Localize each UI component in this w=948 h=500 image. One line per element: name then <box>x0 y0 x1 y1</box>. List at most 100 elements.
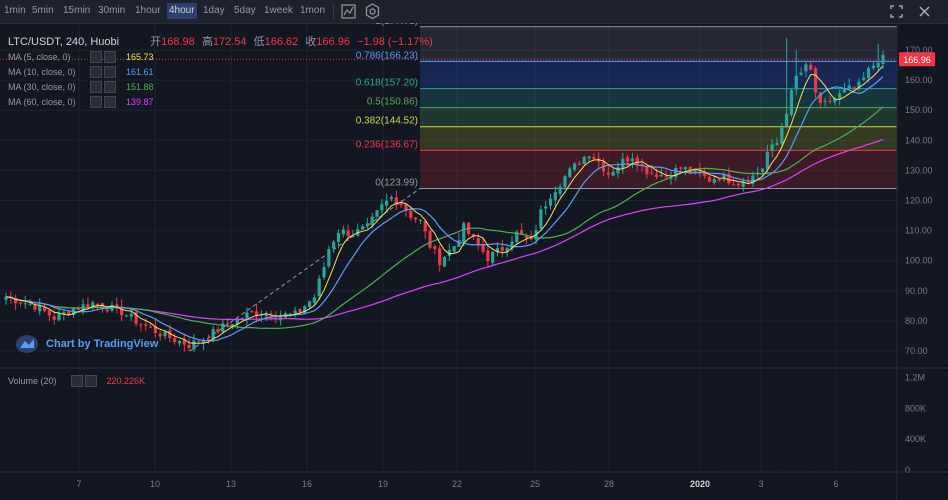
candle-body <box>799 72 803 75</box>
timeframe-1min[interactable]: 1min <box>4 5 26 16</box>
timeframe-30min[interactable]: 30min <box>98 5 126 16</box>
eye-icon[interactable] <box>90 80 102 93</box>
price-axis-label: 150.00 <box>905 105 933 115</box>
candle-body <box>221 323 225 333</box>
close-icon[interactable] <box>104 65 116 78</box>
candle-body <box>173 338 177 342</box>
open-label: 开 <box>150 36 162 48</box>
candle-body <box>495 248 500 253</box>
volume-axis-label: 0 <box>905 465 910 475</box>
symbol-label: LTC/USDT, 240, Huobi <box>8 36 120 48</box>
close-value: 166.96 <box>316 36 350 48</box>
candle-body <box>298 309 302 312</box>
close-icon[interactable] <box>104 80 116 93</box>
candle-body <box>100 303 104 309</box>
candle-body <box>519 230 524 235</box>
candle-body <box>698 169 702 174</box>
time-axis-label: 19 <box>378 479 388 489</box>
time-axis-label: 25 <box>530 479 540 489</box>
timeframe-5min[interactable]: 5min <box>32 5 54 16</box>
fib-zone <box>420 107 897 127</box>
candle-body <box>654 174 659 177</box>
candle-body <box>423 220 427 232</box>
candle-body <box>548 198 553 206</box>
candle-body <box>500 247 504 251</box>
candle-body <box>148 326 153 328</box>
close-icon[interactable] <box>915 2 934 21</box>
time-axis-label: 28 <box>604 479 614 489</box>
candle-body <box>447 249 451 257</box>
close-icon[interactable] <box>104 50 116 63</box>
candle-body <box>760 168 765 172</box>
candle-body <box>134 312 138 324</box>
candle-body <box>679 167 683 169</box>
candle-body <box>780 127 784 144</box>
candle-body <box>818 92 822 104</box>
fib-zone <box>420 61 897 89</box>
candle-body <box>741 182 745 187</box>
time-axis-label: 16 <box>302 479 312 489</box>
candle-body <box>153 326 157 334</box>
timeframe-1week[interactable]: 1week <box>264 5 293 16</box>
candle-body <box>226 323 230 325</box>
candle-body <box>336 232 341 243</box>
price-axis-label: 160.00 <box>905 75 933 85</box>
candle-body <box>813 68 818 93</box>
price-axis-label: 140.00 <box>905 135 933 145</box>
candle-body <box>650 172 654 174</box>
ma-10-row: MA (10, close, 0) 161.61 <box>8 65 154 79</box>
timeframe-15min[interactable]: 15min <box>63 5 91 16</box>
candle-body <box>418 219 423 221</box>
time-axis-label: 7 <box>76 479 81 489</box>
candle-body <box>269 314 273 318</box>
fullscreen-icon[interactable] <box>887 2 906 21</box>
eye-icon[interactable] <box>90 65 102 78</box>
eye-icon[interactable] <box>90 50 102 63</box>
candle-body <box>751 175 755 184</box>
candle-body <box>746 182 750 184</box>
chart-canvas[interactable]: 1(177.73) 0.786(166.23) 0.618(157.20) 0.5(1… <box>0 23 948 500</box>
time-axis-label: 22 <box>452 479 462 489</box>
fib-zone <box>420 88 897 108</box>
candle-body <box>765 152 769 170</box>
volume-value: 220.226K <box>106 376 146 387</box>
timeframe-1mon[interactable]: 1mon <box>300 5 326 16</box>
candle-body <box>577 163 582 165</box>
timeframe-5day[interactable]: 5day <box>234 5 256 16</box>
candle-body <box>457 240 461 247</box>
candle-body <box>727 173 731 184</box>
candle-body <box>380 204 384 211</box>
candle-body <box>626 157 630 162</box>
candle-body <box>852 86 856 88</box>
candle-body <box>857 81 861 89</box>
candle-body <box>592 157 596 159</box>
volume-axis-label: 1.2M <box>905 373 925 383</box>
candle-body <box>640 164 644 166</box>
close-icon[interactable] <box>84 375 97 387</box>
close-icon[interactable] <box>104 95 116 108</box>
candle-body <box>322 267 326 278</box>
time-axis-label: 6 <box>833 479 838 489</box>
eye-icon[interactable] <box>70 375 83 387</box>
timeframe-1day[interactable]: 1day <box>203 5 225 16</box>
candle-body <box>794 75 798 90</box>
eye-icon[interactable] <box>90 95 102 108</box>
timeframe-1hour[interactable]: 1hour <box>135 5 161 16</box>
candle-body <box>346 230 350 236</box>
candle-body <box>428 231 432 248</box>
candle-body <box>433 246 437 250</box>
candle-body <box>587 156 591 159</box>
tradingview-watermark[interactable]: Chart by TradingView <box>16 335 158 355</box>
timeframe-4hour[interactable]: 4hour <box>167 3 197 19</box>
candle-body <box>62 311 66 314</box>
price-axis-label: 110.00 <box>905 226 932 236</box>
fib-level-label: 0.618(157.20) <box>356 78 418 89</box>
settings-icon[interactable] <box>363 2 382 21</box>
chart-type-icon[interactable] <box>339 2 358 21</box>
candle-body <box>732 184 736 186</box>
high-label: 高 <box>201 36 213 48</box>
candle-body <box>177 340 182 344</box>
ma-5-value: 165.73 <box>126 52 154 62</box>
candle-body <box>360 226 365 230</box>
candle-body <box>86 304 90 308</box>
